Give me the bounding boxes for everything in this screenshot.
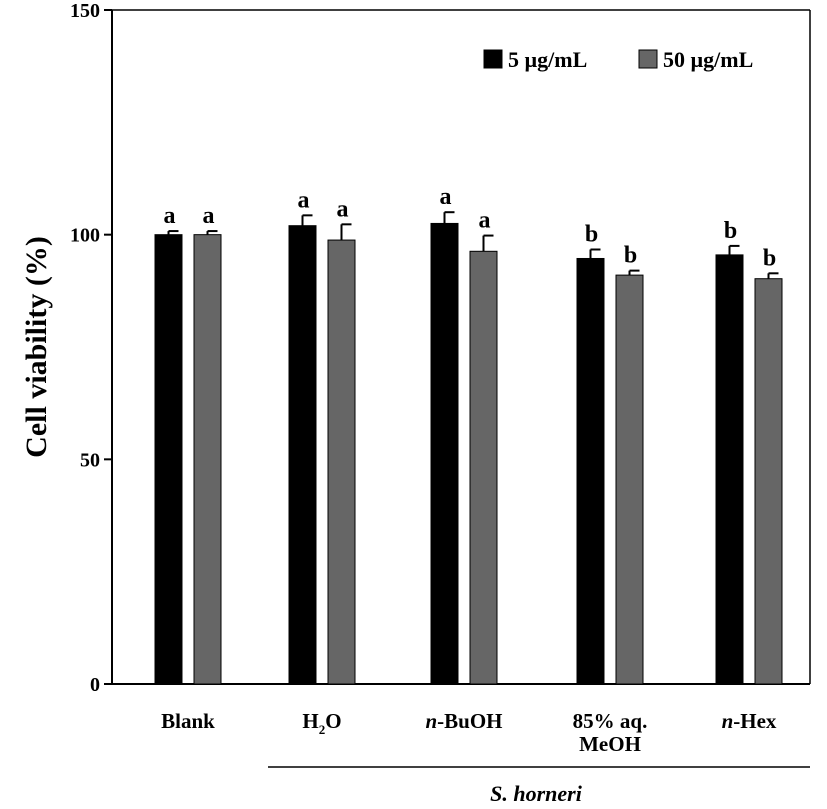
bar: [715, 254, 744, 685]
bar: [327, 239, 356, 685]
x-tick-label: n-Hex: [722, 709, 777, 733]
significance-letter: b: [585, 221, 598, 247]
x-tick-label: n-BuOH: [425, 709, 502, 733]
significance-letter: a: [337, 196, 349, 222]
bar: [154, 234, 183, 685]
y-tick-label: 150: [70, 0, 100, 22]
significance-letter: a: [164, 203, 176, 229]
y-tick-label: 50: [80, 449, 100, 471]
bar: [576, 257, 605, 685]
significance-letter: a: [298, 187, 310, 213]
x-tick-label: Blank: [161, 709, 215, 733]
legend-label: 50 µg/mL: [663, 47, 753, 72]
bar: [430, 222, 459, 685]
significance-letter: a: [479, 208, 491, 234]
x-tick-label-line2: MeOH: [579, 732, 641, 756]
legend-label: 5 µg/mL: [508, 47, 587, 72]
significance-letter: b: [624, 243, 637, 269]
bar: [469, 250, 498, 685]
bar: [288, 225, 317, 685]
group-label: S. horneri: [490, 781, 583, 806]
x-tick-label: H2O: [302, 709, 341, 737]
x-tick-label: 85% aq.: [573, 709, 648, 733]
significance-letter: b: [724, 218, 737, 244]
y-tick-label: 0: [90, 674, 100, 696]
bar: [615, 274, 644, 685]
bar: [193, 234, 222, 685]
significance-letter: b: [763, 245, 776, 271]
legend-swatch: [638, 49, 658, 69]
significance-letter: a: [203, 203, 215, 229]
y-axis-title: Cell viability (%): [20, 236, 53, 458]
y-tick-label: 100: [70, 225, 100, 247]
significance-letter: a: [440, 184, 452, 210]
legend-swatch: [483, 49, 503, 69]
bar: [754, 278, 783, 685]
